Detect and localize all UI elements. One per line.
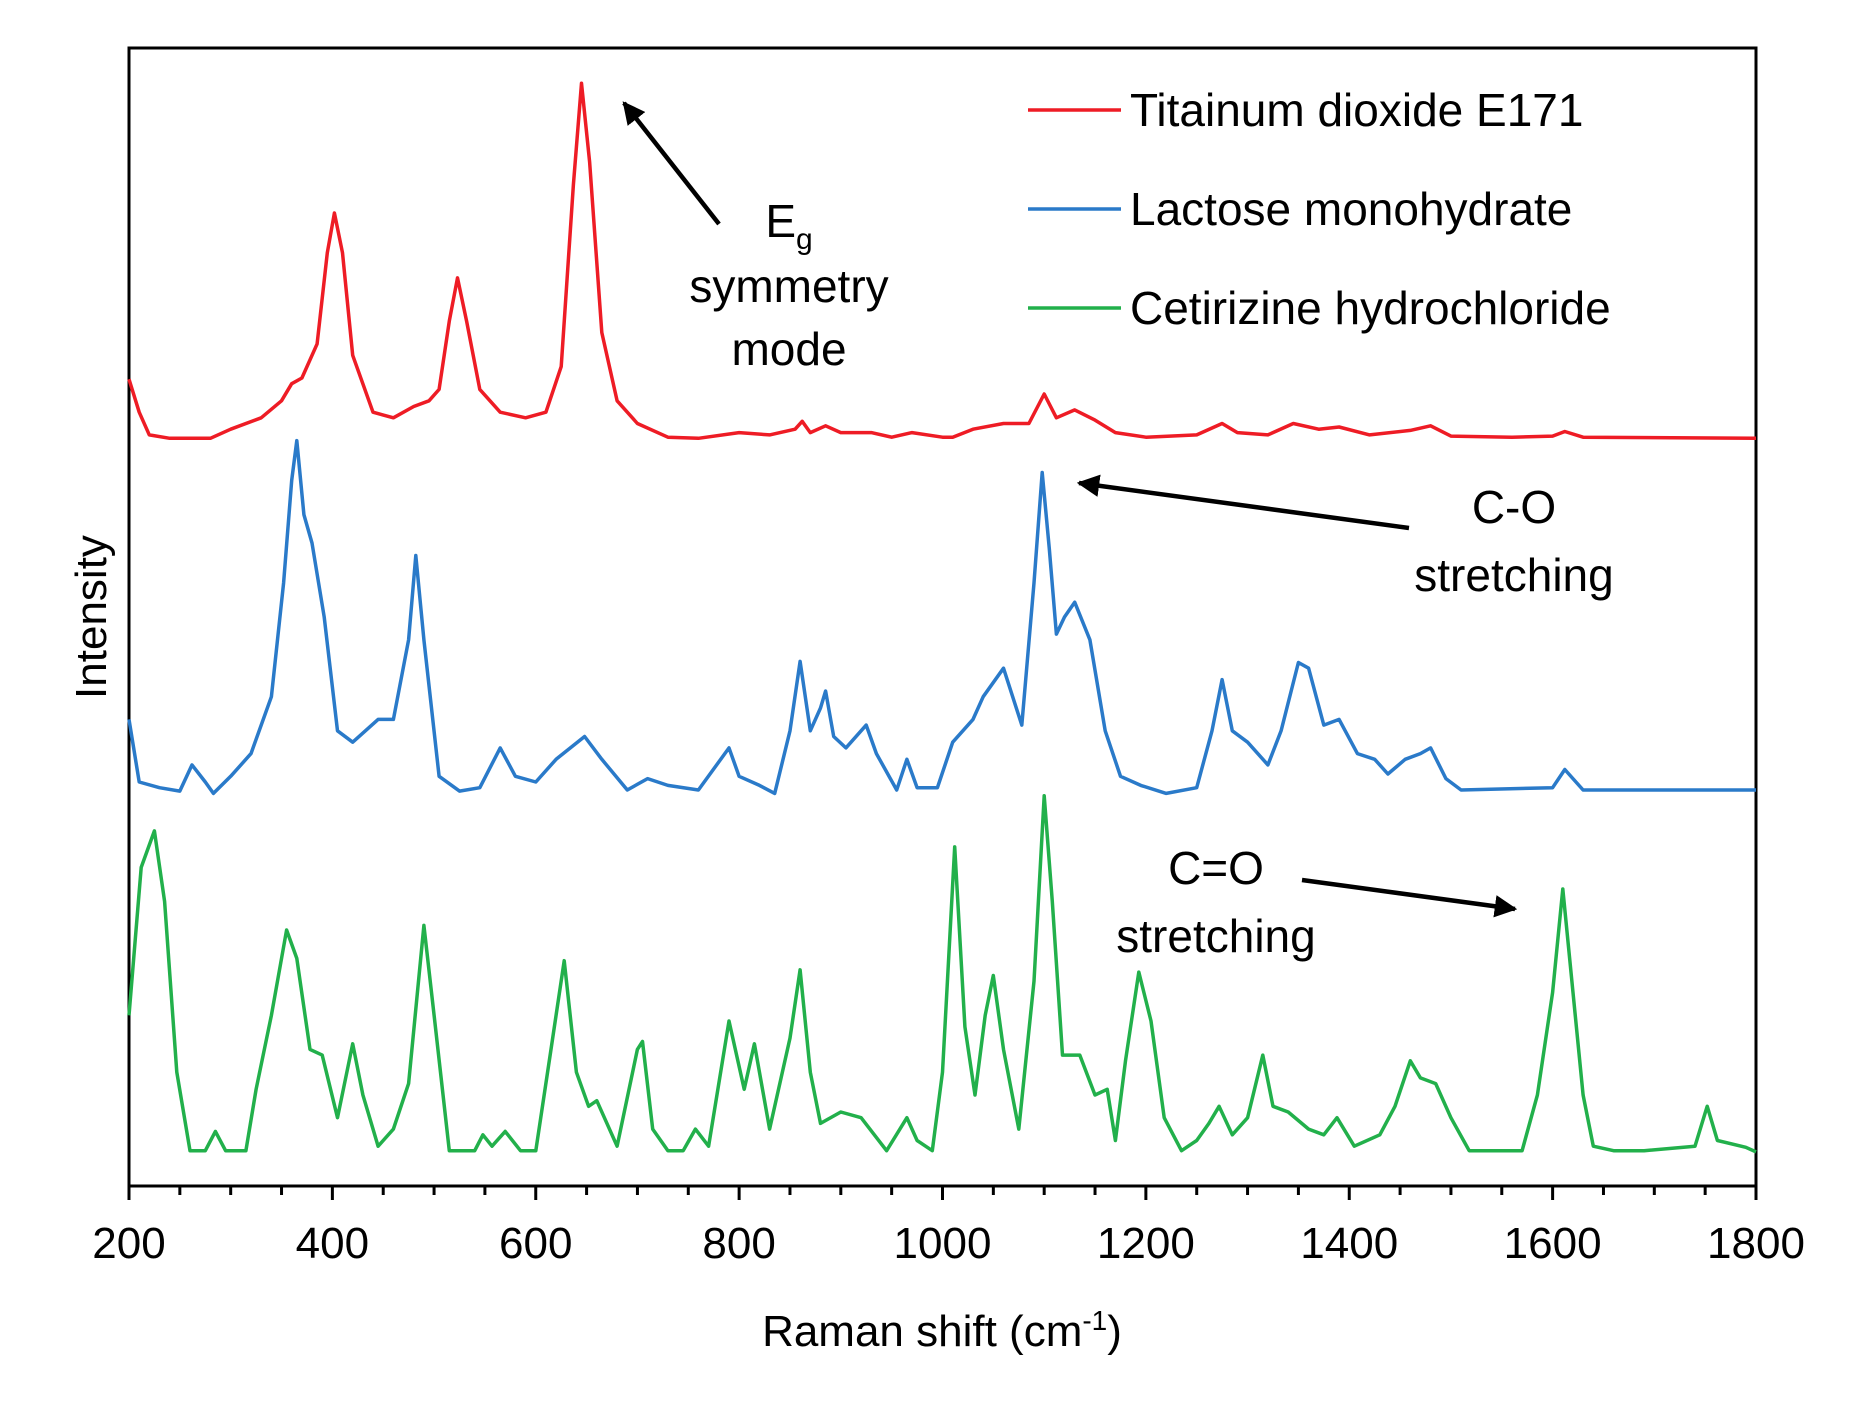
annotation-text: C-O: [1472, 481, 1556, 533]
annotation-text: symmetry: [689, 260, 888, 312]
x-tick-label: 200: [92, 1219, 165, 1268]
annotation-text: stretching: [1116, 910, 1315, 962]
annotation-line: stretching: [1414, 549, 1613, 601]
x-tick-label: 1400: [1300, 1219, 1398, 1268]
annotation-line: stretching: [1116, 910, 1315, 962]
series-line: [127, 793, 1757, 1154]
annotation-text: mode: [731, 323, 846, 375]
x-label-end: ): [1107, 1307, 1122, 1356]
annotation-arrow: [1301, 877, 1518, 918]
x-axis-label: Raman shift (cm-1): [762, 1305, 1122, 1356]
annotation-text: Eg: [765, 195, 812, 256]
series-line: [127, 438, 1756, 796]
legend-label: Titainum dioxide E171: [1130, 84, 1583, 136]
annotation-subscript: g: [796, 223, 813, 256]
series-line: [127, 81, 1757, 441]
x-tick-label: 1000: [894, 1219, 992, 1268]
annotation-line: mode: [731, 323, 846, 375]
annotation-line: E: [765, 195, 796, 247]
x-tick-label: 400: [296, 1219, 369, 1268]
legend-label: Cetirizine hydrochloride: [1130, 282, 1611, 334]
x-label-text: Raman shift (cm: [762, 1307, 1082, 1356]
legend-label: Lactose monohydrate: [1130, 183, 1572, 235]
annotation-text: stretching: [1414, 549, 1613, 601]
x-tick-label: 1600: [1504, 1219, 1602, 1268]
x-tick-label: 1800: [1707, 1219, 1805, 1268]
annotation-line: C-O: [1472, 481, 1556, 533]
annotation-text: C=O: [1168, 842, 1264, 894]
y-axis-label: Intensity: [67, 535, 116, 699]
annotation-line: symmetry: [689, 260, 888, 312]
annotation-arrow: [622, 101, 721, 226]
annotation-arrow: [1076, 474, 1410, 531]
x-label-sup: -1: [1082, 1305, 1107, 1336]
annotation-line: C=O: [1168, 842, 1264, 894]
x-tick-label: 600: [499, 1219, 572, 1268]
x-tick-label: 800: [702, 1219, 775, 1268]
x-tick-label: 1200: [1097, 1219, 1195, 1268]
